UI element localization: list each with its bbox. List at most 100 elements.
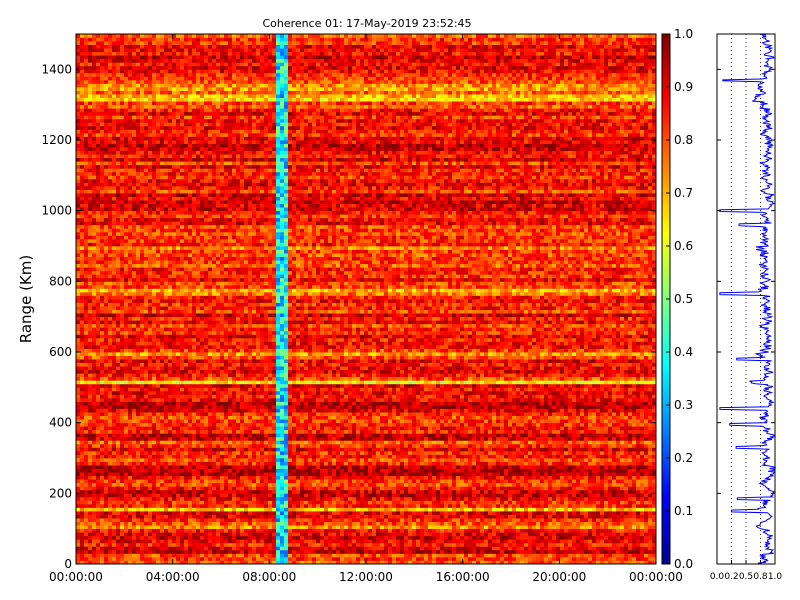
heatmap-cell bbox=[540, 493, 544, 497]
heatmap-cell bbox=[616, 553, 620, 557]
heatmap-cell bbox=[576, 543, 580, 547]
heatmap-cell bbox=[240, 497, 244, 501]
heatmap-cell bbox=[384, 550, 388, 554]
heatmap-cell bbox=[528, 458, 532, 462]
heatmap-cell bbox=[524, 454, 528, 458]
heatmap-cell bbox=[168, 557, 172, 561]
heatmap-cell bbox=[604, 458, 608, 462]
heatmap-cell bbox=[600, 462, 604, 466]
heatmap-cell bbox=[272, 465, 276, 469]
heatmap-cell bbox=[352, 486, 356, 490]
heatmap-cell bbox=[508, 472, 512, 476]
heatmap-cell bbox=[512, 550, 516, 554]
heatmap-cell bbox=[244, 522, 248, 526]
heatmap-cell bbox=[596, 532, 600, 536]
heatmap-cell bbox=[232, 546, 236, 550]
heatmap-cell bbox=[456, 486, 460, 490]
heatmap-cell bbox=[540, 476, 544, 480]
heatmap-cell bbox=[644, 465, 648, 469]
heatmap-cell bbox=[560, 483, 564, 487]
heatmap-cell bbox=[428, 504, 432, 508]
heatmap-cell bbox=[224, 504, 228, 508]
heatmap-cell bbox=[160, 458, 164, 462]
heatmap-cell bbox=[268, 532, 272, 536]
heatmap-cell bbox=[464, 497, 468, 501]
heatmap-cell bbox=[300, 553, 304, 557]
heatmap-cell bbox=[444, 490, 448, 494]
heatmap-cell bbox=[512, 447, 516, 451]
heatmap-cell bbox=[348, 447, 352, 451]
heatmap-cell bbox=[128, 444, 132, 448]
heatmap-cell bbox=[108, 486, 112, 490]
heatmap-cell bbox=[284, 532, 288, 536]
heatmap-cell bbox=[360, 546, 364, 550]
heatmap-cell bbox=[340, 536, 344, 540]
heatmap-cell bbox=[348, 486, 352, 490]
heatmap-cell bbox=[264, 507, 268, 511]
heatmap-cell bbox=[580, 486, 584, 490]
heatmap-cell bbox=[344, 529, 348, 533]
heatmap-cell bbox=[612, 518, 616, 522]
heatmap-cell bbox=[104, 497, 108, 501]
heatmap-cell bbox=[392, 490, 396, 494]
heatmap-cell bbox=[464, 493, 468, 497]
heatmap-cell bbox=[420, 522, 424, 526]
heatmap-cell bbox=[112, 462, 116, 466]
heatmap-cell bbox=[492, 483, 496, 487]
heatmap-cell bbox=[104, 550, 108, 554]
heatmap-cell bbox=[304, 440, 308, 444]
heatmap-cell bbox=[572, 532, 576, 536]
heatmap-cell bbox=[460, 500, 464, 504]
heatmap-cell bbox=[192, 500, 196, 504]
heatmap-cell bbox=[96, 497, 100, 501]
heatmap-cell bbox=[460, 522, 464, 526]
heatmap-cell bbox=[156, 532, 160, 536]
heatmap-cell bbox=[180, 454, 184, 458]
heatmap-cell bbox=[608, 476, 612, 480]
heatmap-cell bbox=[352, 476, 356, 480]
heatmap-cell bbox=[456, 507, 460, 511]
heatmap-cell bbox=[200, 476, 204, 480]
heatmap-cell bbox=[580, 529, 584, 533]
heatmap-cell bbox=[108, 483, 112, 487]
heatmap-cell bbox=[464, 515, 468, 519]
heatmap-cell bbox=[524, 515, 528, 519]
heatmap-cell bbox=[152, 447, 156, 451]
heatmap-cell bbox=[276, 493, 280, 497]
heatmap-cell bbox=[620, 483, 624, 487]
heatmap-cell bbox=[596, 472, 600, 476]
heatmap-cell bbox=[292, 532, 296, 536]
heatmap-cell bbox=[228, 507, 232, 511]
heatmap-cell bbox=[104, 539, 108, 543]
heatmap-cell bbox=[112, 490, 116, 494]
heatmap-cell bbox=[428, 500, 432, 504]
heatmap-cell bbox=[144, 465, 148, 469]
heatmap-cell bbox=[328, 507, 332, 511]
heatmap-cell bbox=[212, 532, 216, 536]
heatmap-cell bbox=[212, 451, 216, 455]
heatmap-cell bbox=[128, 500, 132, 504]
heatmap-cell bbox=[128, 483, 132, 487]
heatmap-cell bbox=[300, 476, 304, 480]
heatmap-cell bbox=[144, 493, 148, 497]
heatmap-cell bbox=[304, 483, 308, 487]
heatmap-cell bbox=[312, 515, 316, 519]
heatmap-cell bbox=[580, 507, 584, 511]
heatmap-cell bbox=[400, 500, 404, 504]
heatmap-cell bbox=[284, 465, 288, 469]
heatmap-cell bbox=[604, 490, 608, 494]
heatmap-cell bbox=[264, 532, 268, 536]
heatmap-cell bbox=[440, 511, 444, 515]
heatmap-cell bbox=[580, 557, 584, 561]
heatmap-cell bbox=[160, 472, 164, 476]
heatmap-cell bbox=[212, 444, 216, 448]
heatmap-cell bbox=[436, 469, 440, 473]
heatmap-cell bbox=[184, 497, 188, 501]
heatmap-cell bbox=[76, 550, 80, 554]
heatmap-cell bbox=[140, 500, 144, 504]
heatmap-cell bbox=[484, 497, 488, 501]
heatmap-cell bbox=[280, 447, 284, 451]
heatmap-cell bbox=[184, 529, 188, 533]
heatmap-cell bbox=[240, 462, 244, 466]
heatmap-cell bbox=[88, 490, 92, 494]
